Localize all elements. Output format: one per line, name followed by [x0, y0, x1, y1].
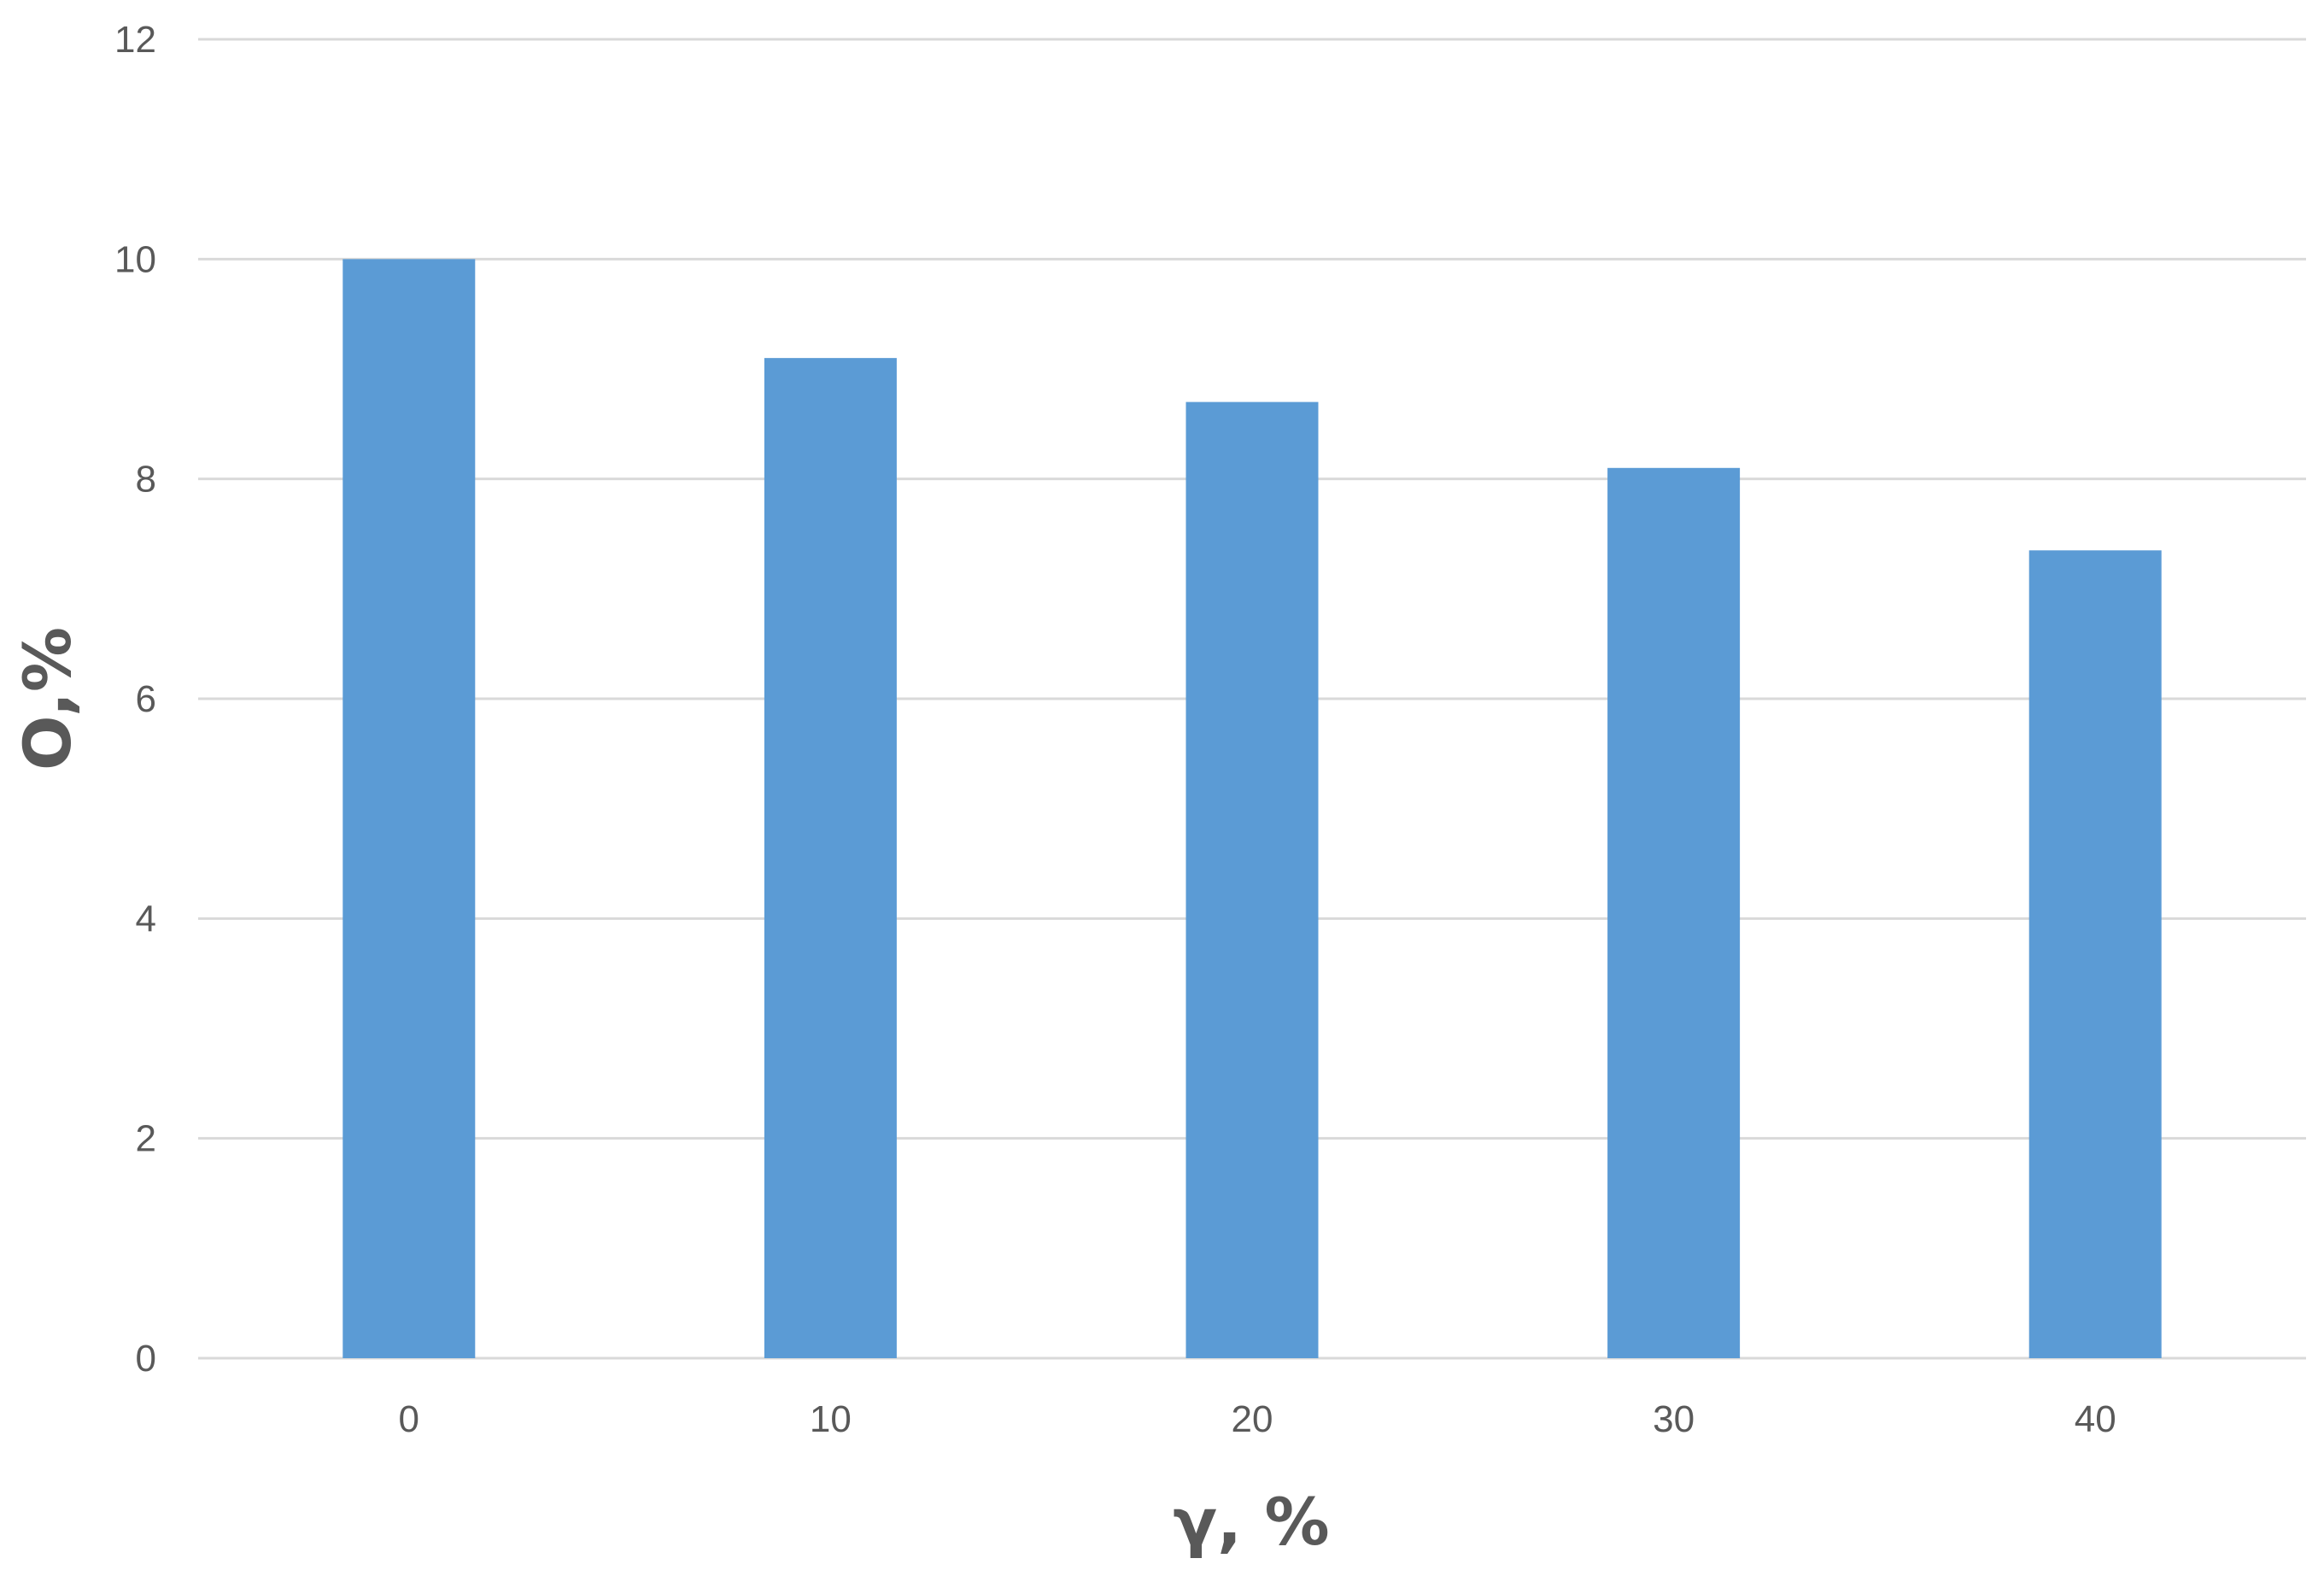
y-tick-label: 8 — [136, 459, 156, 501]
x-tick-label: 30 — [1653, 1398, 1695, 1440]
y-tick-label: 6 — [136, 678, 156, 720]
bar-20 — [1185, 401, 1319, 1359]
bar-10 — [764, 358, 897, 1359]
x-tick-label: 0 — [399, 1398, 419, 1440]
y-tick-label: 0 — [136, 1338, 156, 1380]
bars — [342, 259, 2162, 1359]
bar-30 — [1607, 467, 1741, 1358]
y-axis-title: O,% — [9, 627, 85, 770]
y-tick-label: 10 — [114, 238, 156, 280]
x-tick-label: 20 — [1232, 1398, 1273, 1440]
x-axis-title: γ, % — [1173, 1484, 1329, 1560]
x-axis-tick-labels: 0 10 20 30 40 — [399, 1398, 2116, 1440]
x-tick-label: 10 — [810, 1398, 852, 1440]
y-tick-label: 4 — [136, 898, 156, 940]
x-tick-label: 40 — [2075, 1398, 2116, 1440]
y-tick-label: 2 — [136, 1118, 156, 1160]
y-tick-label: 12 — [114, 19, 156, 61]
bar-40 — [2028, 550, 2162, 1358]
y-axis-tick-labels: 0 2 4 6 8 10 12 — [114, 19, 156, 1380]
bar-0 — [342, 259, 476, 1358]
